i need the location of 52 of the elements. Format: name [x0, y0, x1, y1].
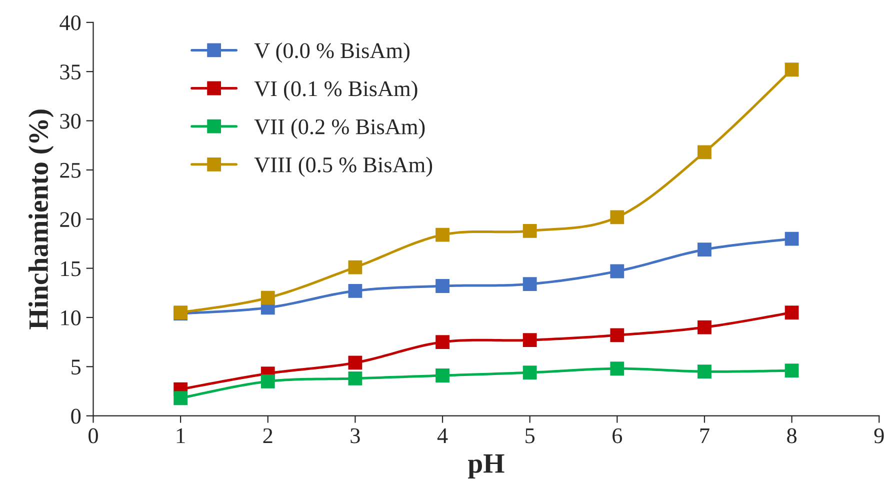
point	[784, 364, 799, 378]
x-tick-label: 4	[437, 428, 448, 444]
point	[784, 62, 799, 77]
x-tick-label: 9	[874, 428, 884, 444]
y-tick-label: 20	[60, 212, 81, 228]
point	[698, 242, 712, 257]
point	[348, 284, 362, 298]
point	[436, 228, 450, 242]
x-tick-label: 0	[88, 428, 98, 444]
y-tick-label: 40	[60, 15, 81, 30]
point	[348, 260, 362, 274]
y-tick-label: 10	[61, 310, 81, 326]
legend-label: V (0.0 % BisAm)	[254, 42, 410, 63]
point	[436, 368, 450, 382]
y-tick-label: 25	[60, 162, 81, 178]
point	[260, 290, 275, 305]
x-tick-label: 3	[350, 428, 360, 444]
y-tick-label: 0	[71, 408, 81, 424]
point	[522, 224, 537, 238]
point	[698, 320, 712, 334]
y-tick-label: 35	[60, 64, 81, 80]
point	[348, 356, 362, 370]
point	[610, 210, 624, 224]
legend-label: VI (0.1 % BisAm)	[254, 80, 418, 101]
point	[348, 372, 362, 386]
point	[522, 277, 537, 291]
y-tick-label: 30	[60, 114, 81, 129]
y-axis-title: Hinchamiento (%)	[28, 110, 54, 330]
x-tick-label: 5	[526, 428, 535, 444]
point	[610, 362, 624, 376]
point	[260, 374, 275, 388]
point	[698, 364, 712, 379]
x-tick-label: 2	[263, 428, 272, 444]
legend-label: VII (0.2 % BisAm)	[254, 118, 425, 139]
point	[522, 366, 537, 380]
point	[784, 306, 799, 320]
point	[436, 279, 450, 293]
point	[784, 232, 799, 246]
x-axis-title: pH	[468, 454, 504, 479]
legend-label: VIII (0.5 % BisAm)	[254, 156, 432, 177]
y-tick-label: 15	[61, 261, 81, 276]
x-tick-label: 1	[176, 428, 185, 444]
x-tick-label: 7	[700, 428, 710, 444]
point	[436, 335, 450, 350]
point	[698, 145, 712, 160]
point	[522, 333, 537, 348]
x-tick-label: 8	[787, 428, 797, 444]
x-tick-label: 6	[612, 428, 622, 444]
point	[610, 264, 624, 278]
y-tick-label: 5	[72, 360, 81, 375]
point	[174, 391, 188, 406]
point	[610, 328, 624, 342]
